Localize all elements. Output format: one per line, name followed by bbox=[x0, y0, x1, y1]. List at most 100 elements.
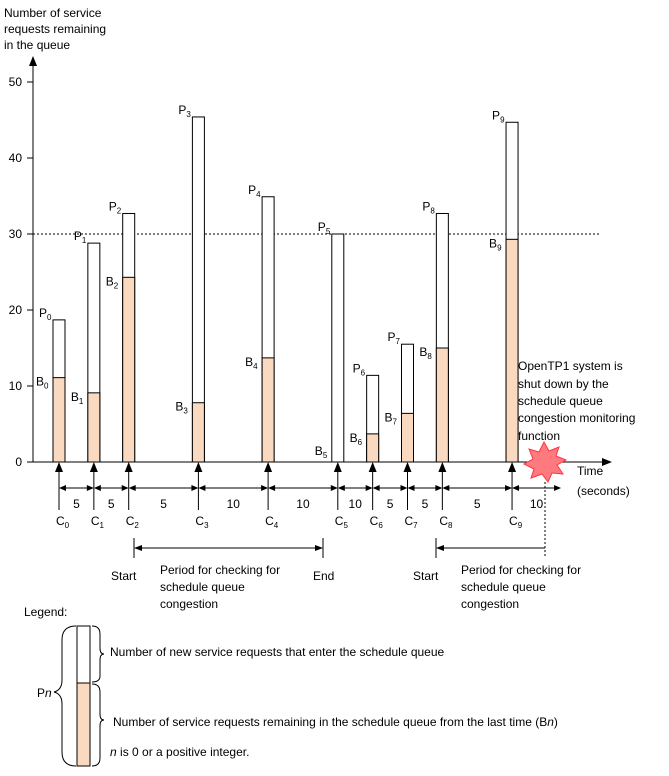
bar-label-p-4: P4 bbox=[248, 183, 261, 199]
interval-label-1: 5 bbox=[108, 497, 115, 511]
interval-arrow-left-7 bbox=[407, 485, 415, 491]
bar-label-p-9: P9 bbox=[492, 108, 505, 124]
legend-pn-n: n bbox=[45, 686, 52, 700]
bar-label-p-5: P5 bbox=[318, 220, 331, 236]
bar-label-p-7-subscript: 7 bbox=[396, 337, 401, 346]
bar-label-b-2-subscript: 2 bbox=[114, 281, 119, 290]
bar-label-b-0-subscript: 0 bbox=[44, 382, 49, 391]
c-label-2-letter: C bbox=[126, 514, 135, 528]
bar-label-p-0-letter: P bbox=[39, 306, 47, 320]
c-label-2: C2 bbox=[126, 514, 140, 530]
bar-remaining-8 bbox=[435, 347, 449, 463]
marker-arrow-1 bbox=[89, 462, 98, 472]
interval-label-9: 10 bbox=[530, 497, 544, 511]
marker-arrow-2 bbox=[124, 462, 133, 472]
bar-remaining-1 bbox=[87, 392, 101, 463]
bar-label-p-3-subscript: 3 bbox=[186, 110, 191, 119]
y-axis-title-3: in the queue bbox=[4, 38, 70, 52]
c-label-0-letter: C bbox=[56, 514, 65, 528]
shutdown-note-4: congestion monitoring bbox=[518, 411, 635, 425]
period-1-label-2: schedule queue bbox=[160, 580, 245, 594]
shutdown-note-2: shut down by the bbox=[518, 377, 609, 391]
bar-label-b-0: B0 bbox=[36, 375, 49, 391]
c-label-3-subscript: 3 bbox=[204, 521, 209, 530]
marker-arrow-5 bbox=[333, 462, 342, 472]
c-label-5-letter: C bbox=[335, 514, 344, 528]
y-tick-label-50: 50 bbox=[9, 75, 23, 89]
legend: Legend: Pn Number of new service request… bbox=[24, 605, 558, 767]
bar-label-b-0-letter: B bbox=[36, 375, 44, 389]
c-label-7-subscript: 7 bbox=[413, 521, 418, 530]
bar-new-5 bbox=[331, 233, 345, 463]
c-label-9-letter: C bbox=[509, 514, 518, 528]
marker-arrow-7 bbox=[403, 462, 412, 472]
interval-arrow-right-7 bbox=[435, 485, 443, 491]
bar-label-p-9-subscript: 9 bbox=[500, 115, 505, 124]
c-label-5-subscript: 5 bbox=[343, 521, 348, 530]
c-label-8-letter: C bbox=[439, 514, 448, 528]
shutdown-note-1: OpenTP1 system is bbox=[518, 359, 623, 373]
x-axis-title-2: (seconds) bbox=[577, 484, 630, 498]
legend-remaining-desc-1: Number of service requests remaining in … bbox=[113, 715, 547, 729]
bar-label-b-8-letter: B bbox=[419, 345, 427, 359]
legend-brace-bottom bbox=[91, 683, 105, 767]
bar-label-b-2-letter: B bbox=[106, 274, 114, 288]
interval-label-5: 10 bbox=[349, 497, 363, 511]
interval-arrow-right-5 bbox=[365, 485, 373, 491]
bar-label-p-0-subscript: 0 bbox=[47, 313, 52, 322]
legend-n-note: n is 0 or a positive integer. bbox=[110, 745, 249, 759]
interval-arrow-right-1 bbox=[121, 485, 129, 491]
c-label-0-subscript: 0 bbox=[65, 521, 70, 530]
interval-label-4: 10 bbox=[296, 497, 310, 511]
bar-label-b-9-letter: B bbox=[489, 236, 497, 250]
bar-label-p-2: P2 bbox=[109, 199, 122, 215]
bar-remaining-0 bbox=[52, 377, 66, 463]
interval-arrow-left-9 bbox=[512, 485, 520, 491]
bar-label-b-2: B2 bbox=[106, 274, 119, 290]
interval-arrow-right-9 bbox=[554, 485, 562, 491]
c-label-4-subscript: 4 bbox=[274, 521, 279, 530]
legend-remaining-desc: Number of service requests remaining in … bbox=[113, 715, 558, 729]
period-2-label-3: congestion bbox=[461, 597, 519, 611]
bar-label-p-8: P8 bbox=[422, 199, 435, 215]
interval-label-8: 5 bbox=[474, 497, 481, 511]
period-2-label-2: schedule queue bbox=[461, 580, 546, 594]
period-2: Start Period for checking for schedule q… bbox=[413, 482, 581, 611]
y-axis-title-1: Number of service bbox=[4, 6, 102, 20]
interval-label-2: 5 bbox=[160, 497, 167, 511]
c-label-4: C4 bbox=[265, 514, 279, 530]
bar-label-b-6: B6 bbox=[350, 431, 363, 447]
c-label-9: C9 bbox=[509, 514, 523, 530]
c-label-8-subscript: 8 bbox=[448, 521, 453, 530]
x-axis-arrow bbox=[602, 458, 612, 466]
y-tick-label-20: 20 bbox=[9, 303, 23, 317]
shutdown-note-3: schedule queue bbox=[518, 394, 603, 408]
bar-label-b-8: B8 bbox=[419, 345, 432, 361]
interval-arrow-left-8 bbox=[442, 485, 450, 491]
bar-label-b-8-subscript: 8 bbox=[427, 352, 432, 361]
bar-label-p-2-letter: P bbox=[109, 199, 117, 213]
c-label-4-letter: C bbox=[265, 514, 274, 528]
bar-remaining-6 bbox=[366, 433, 380, 463]
interval-arrow-right-4 bbox=[330, 485, 338, 491]
c-label-3: C3 bbox=[195, 514, 209, 530]
interval-arrow-right-2 bbox=[191, 485, 199, 491]
bar-label-b-5-subscript: 5 bbox=[323, 451, 328, 460]
marker-arrow-4 bbox=[264, 462, 273, 472]
bar-label-p-5-letter: P bbox=[318, 220, 326, 234]
bar-label-b-7: B7 bbox=[385, 410, 398, 426]
bar-label-p-4-subscript: 4 bbox=[256, 190, 261, 199]
interval-row: 5 5 5 10 10 10 5 5 5 10 bbox=[55, 462, 562, 511]
y-axis-title-2: requests remaining bbox=[4, 22, 106, 36]
bar-label-p-0: P0 bbox=[39, 306, 52, 322]
bar-label-p-1: P1 bbox=[74, 229, 87, 245]
period-2-start: Start bbox=[413, 569, 439, 583]
bar-remaining-9 bbox=[505, 238, 519, 463]
bar-label-b-6-letter: B bbox=[350, 431, 358, 445]
interval-arrow-right-6 bbox=[400, 485, 408, 491]
period-1-start: Start bbox=[111, 569, 137, 583]
shutdown-note-5: function bbox=[518, 429, 560, 443]
c-label-6: C6 bbox=[370, 514, 384, 530]
marker-arrow-9 bbox=[508, 462, 517, 472]
legend-pn-p: P bbox=[37, 686, 45, 700]
